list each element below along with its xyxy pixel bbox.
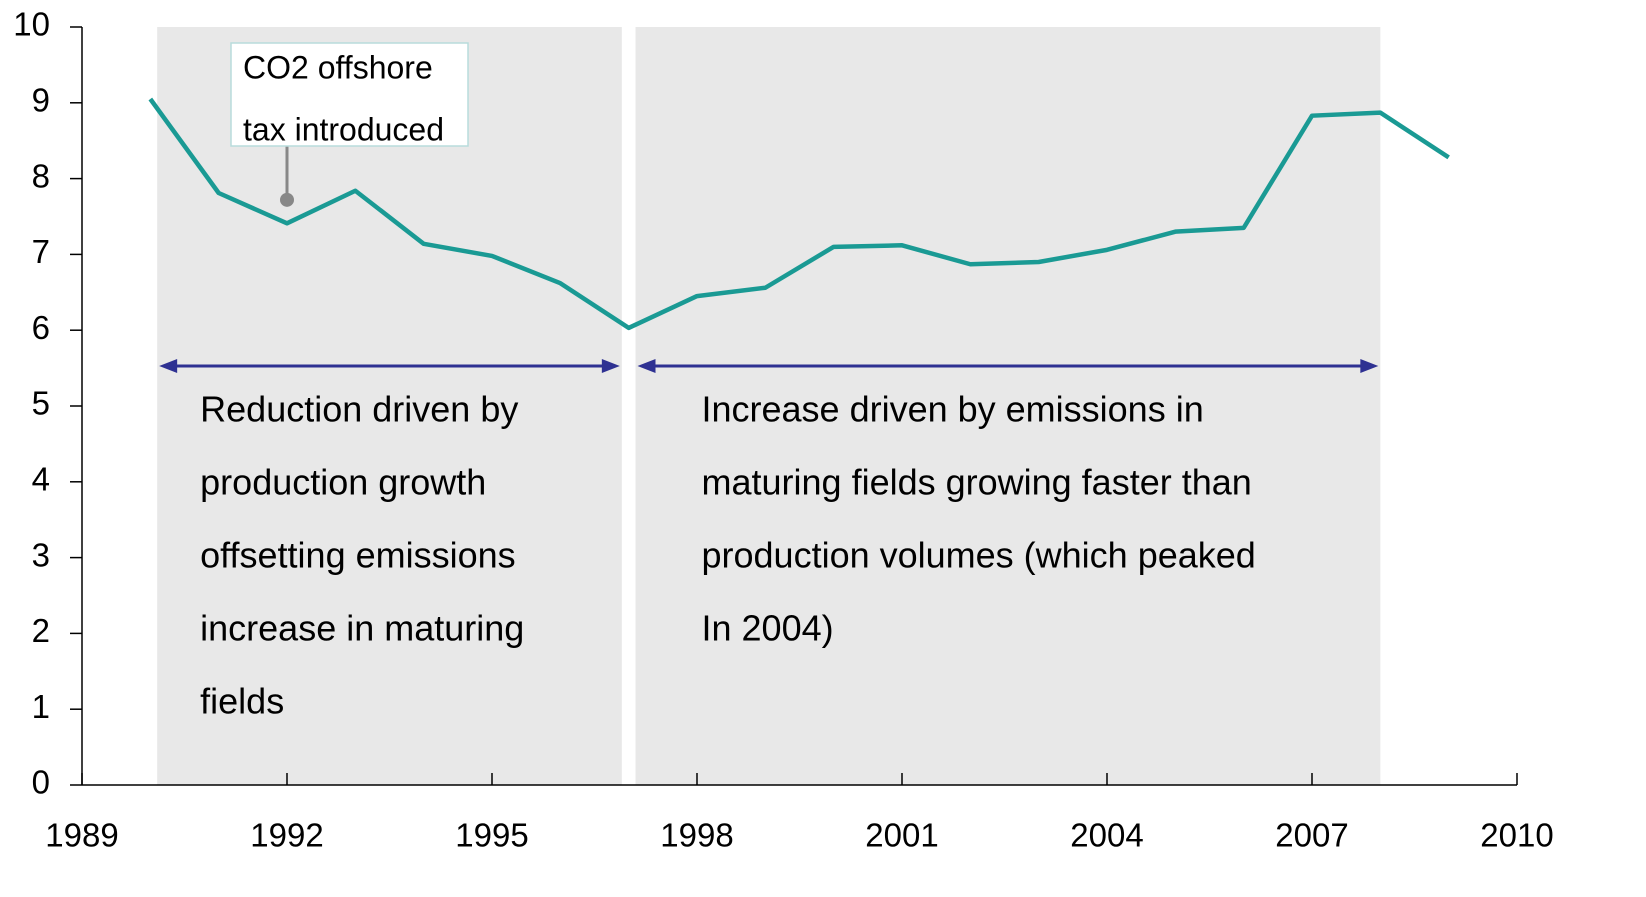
y-tick-label: 5 bbox=[32, 385, 50, 422]
y-tick-label: 0 bbox=[32, 764, 50, 801]
arrow-head bbox=[159, 359, 178, 373]
annotation-box bbox=[230, 42, 469, 147]
y-tick-label: 4 bbox=[32, 461, 50, 498]
period-text: increase in maturing bbox=[200, 608, 524, 649]
period-text: offsetting emissions bbox=[200, 535, 516, 576]
y-tick-label: 10 bbox=[13, 6, 50, 43]
period-text: Reduction driven by bbox=[200, 389, 518, 430]
annotation-dot bbox=[280, 192, 294, 207]
y-tick-label: 1 bbox=[32, 688, 50, 725]
arrow-head bbox=[1360, 359, 1379, 373]
x-tick-label: 2001 bbox=[865, 817, 938, 854]
x-tick-label: 1989 bbox=[45, 817, 118, 854]
period-text: production volumes (which peaked bbox=[702, 535, 1256, 576]
period-shade bbox=[635, 27, 1381, 785]
annotation-text: tax introduced bbox=[243, 111, 444, 147]
period-text: In 2004) bbox=[702, 608, 834, 649]
x-tick-label: 2004 bbox=[1070, 817, 1143, 854]
y-tick-label: 2 bbox=[32, 612, 50, 649]
period-text: fields bbox=[200, 681, 284, 722]
period-text: production growth bbox=[200, 462, 486, 503]
series-line bbox=[148, 97, 1450, 331]
y-tick-label: 6 bbox=[32, 309, 50, 346]
period-text: Increase driven by emissions in bbox=[702, 389, 1204, 430]
x-tick-label: 2010 bbox=[1480, 817, 1553, 854]
x-tick-label: 1995 bbox=[455, 817, 528, 854]
y-tick-label: 3 bbox=[32, 536, 50, 573]
x-tick-label: 1998 bbox=[660, 817, 733, 854]
y-tick-label: 8 bbox=[32, 157, 50, 194]
x-tick-label: 1992 bbox=[250, 817, 323, 854]
x-tick-label: 2007 bbox=[1275, 817, 1348, 854]
annotation-text: CO2 offshore bbox=[243, 49, 433, 85]
period-shade bbox=[157, 27, 622, 785]
period-text: maturing fields growing faster than bbox=[702, 462, 1252, 503]
y-tick-label: 7 bbox=[32, 233, 50, 270]
arrow-head bbox=[637, 359, 656, 373]
y-tick-label: 9 bbox=[32, 82, 50, 119]
arrow-head bbox=[601, 359, 620, 373]
